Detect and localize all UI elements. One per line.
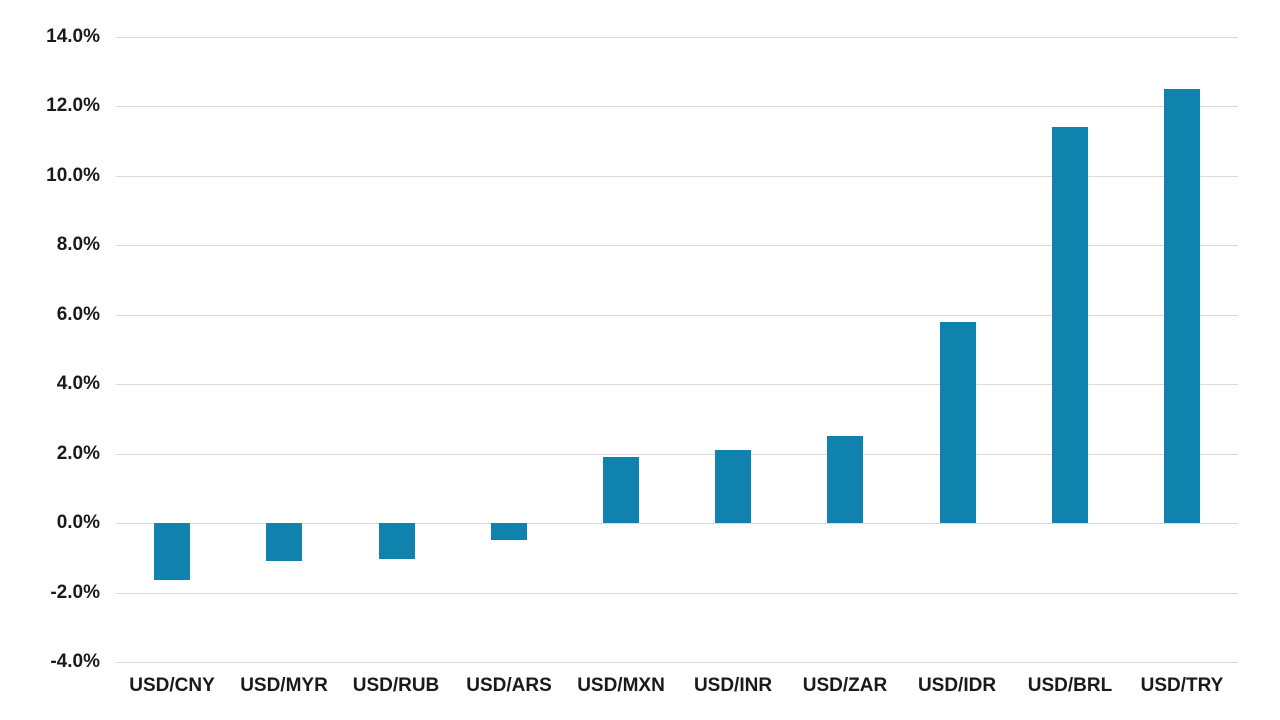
y-axis-tick-label: 8.0% (56, 234, 100, 255)
x-axis-tick-label: USD/MYR (240, 675, 328, 696)
x-axis-tick-label: USD/ZAR (802, 675, 888, 696)
y-axis-tick-label: 2.0% (56, 443, 100, 464)
y-axis-tick-label: -4.0% (50, 651, 100, 672)
x-axis-tick-label: USD/ARS (466, 675, 552, 696)
x-axis-tick-label: USD/BRL (1027, 675, 1113, 696)
gridline (116, 106, 1238, 107)
gridline (116, 662, 1238, 663)
gridline (116, 315, 1238, 316)
x-axis-tick-label: USD/RUB (352, 675, 440, 696)
y-axis-tick-label: 6.0% (56, 304, 100, 325)
x-axis-tick-label: USD/INR (693, 675, 773, 696)
y-axis-tick-label: 10.0% (46, 165, 100, 186)
bar-usd-try (1164, 89, 1200, 523)
y-axis-tick-label: 0.0% (56, 512, 100, 533)
bar-usd-mxn (603, 457, 639, 523)
y-axis-tick-label: 4.0% (56, 373, 100, 394)
bar-usd-brl (1052, 127, 1088, 523)
x-axis-tick-label: USD/MXN (577, 675, 665, 696)
bar-usd-ars (491, 523, 527, 540)
gridline (116, 523, 1238, 524)
bar-usd-rub (379, 523, 415, 559)
y-axis-tick-label: 12.0% (46, 95, 100, 116)
x-axis-tick-label: USD/CNY (129, 675, 215, 696)
bar-usd-cny (154, 523, 190, 580)
x-axis-tick-label: USD/TRY (1140, 675, 1224, 696)
bar-usd-zar (827, 436, 863, 523)
gridline (116, 176, 1238, 177)
bar-usd-idr (940, 322, 976, 523)
bar-usd-myr (266, 523, 302, 561)
gridline (116, 37, 1238, 38)
x-axis-tick-label: USD/IDR (917, 675, 997, 696)
gridline (116, 454, 1238, 455)
gridline (116, 593, 1238, 594)
gridline (116, 384, 1238, 385)
bar-usd-inr (715, 450, 751, 523)
y-axis-tick-label: -2.0% (50, 582, 100, 603)
gridline (116, 245, 1238, 246)
y-axis-tick-label: 14.0% (46, 26, 100, 47)
